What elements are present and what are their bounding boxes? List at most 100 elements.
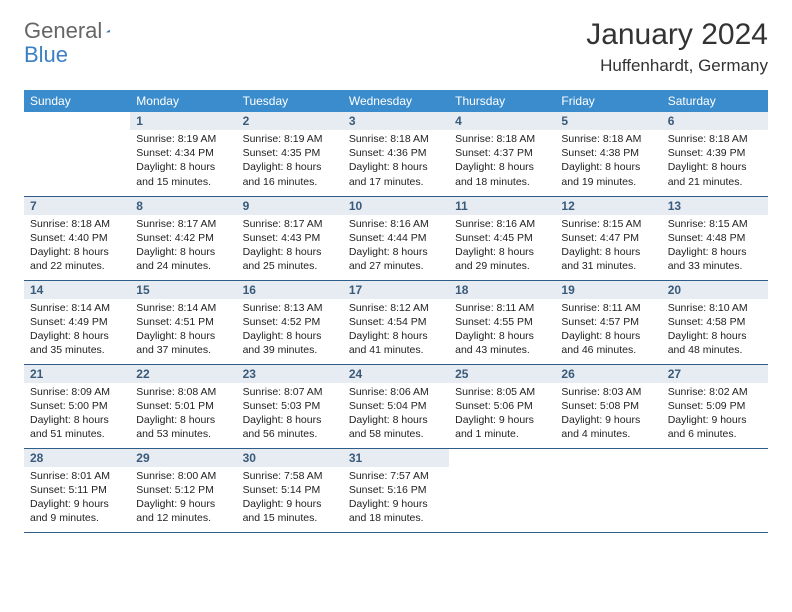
day-cell: 15Sunrise: 8:14 AMSunset: 4:51 PMDayligh… xyxy=(130,280,236,364)
day-number: 16 xyxy=(237,281,343,299)
daylight-line1: Daylight: 9 hours xyxy=(668,413,762,427)
day-number: 11 xyxy=(449,197,555,215)
sunset: Sunset: 5:00 PM xyxy=(30,399,124,413)
daylight-line2: and 6 minutes. xyxy=(668,427,762,441)
daylight-line1: Daylight: 9 hours xyxy=(349,497,443,511)
day-number: 4 xyxy=(449,112,555,130)
day-cell: 5Sunrise: 8:18 AMSunset: 4:38 PMDaylight… xyxy=(555,112,661,196)
day-cell: 4Sunrise: 8:18 AMSunset: 4:37 PMDaylight… xyxy=(449,112,555,196)
daylight-line2: and 37 minutes. xyxy=(136,343,230,357)
col-sun: Sunday xyxy=(24,90,130,112)
sunset: Sunset: 5:04 PM xyxy=(349,399,443,413)
title-block: January 2024 Huffenhardt, Germany xyxy=(586,18,768,76)
sunrise: Sunrise: 8:13 AM xyxy=(243,301,337,315)
week-row: 28Sunrise: 8:01 AMSunset: 5:11 PMDayligh… xyxy=(24,448,768,532)
daylight-line1: Daylight: 8 hours xyxy=(30,413,124,427)
sunrise: Sunrise: 8:16 AM xyxy=(349,217,443,231)
day-data: Sunrise: 8:11 AMSunset: 4:57 PMDaylight:… xyxy=(555,299,661,362)
daylight-line2: and 24 minutes. xyxy=(136,259,230,273)
calendar-body: 1Sunrise: 8:19 AMSunset: 4:34 PMDaylight… xyxy=(24,112,768,532)
sunrise: Sunrise: 8:15 AM xyxy=(561,217,655,231)
day-data: Sunrise: 8:03 AMSunset: 5:08 PMDaylight:… xyxy=(555,383,661,446)
sunrise: Sunrise: 8:17 AM xyxy=(136,217,230,231)
daylight-line2: and 33 minutes. xyxy=(668,259,762,273)
header: General January 2024 Huffenhardt, German… xyxy=(24,18,768,76)
day-data: Sunrise: 8:14 AMSunset: 4:51 PMDaylight:… xyxy=(130,299,236,362)
day-number: 27 xyxy=(662,365,768,383)
sunset: Sunset: 4:35 PM xyxy=(243,146,337,160)
daylight-line2: and 48 minutes. xyxy=(668,343,762,357)
day-number: 7 xyxy=(24,197,130,215)
col-thu: Thursday xyxy=(449,90,555,112)
sunrise: Sunrise: 8:19 AM xyxy=(243,132,337,146)
daylight-line2: and 9 minutes. xyxy=(30,511,124,525)
daylight-line1: Daylight: 8 hours xyxy=(561,160,655,174)
daylight-line2: and 39 minutes. xyxy=(243,343,337,357)
daylight-line2: and 1 minute. xyxy=(455,427,549,441)
day-number: 2 xyxy=(237,112,343,130)
daylight-line2: and 27 minutes. xyxy=(349,259,443,273)
week-row: 14Sunrise: 8:14 AMSunset: 4:49 PMDayligh… xyxy=(24,280,768,364)
day-number: 10 xyxy=(343,197,449,215)
day-data: Sunrise: 8:09 AMSunset: 5:00 PMDaylight:… xyxy=(24,383,130,446)
sunset: Sunset: 5:14 PM xyxy=(243,483,337,497)
daylight-line2: and 29 minutes. xyxy=(455,259,549,273)
day-data: Sunrise: 8:08 AMSunset: 5:01 PMDaylight:… xyxy=(130,383,236,446)
sunset: Sunset: 4:44 PM xyxy=(349,231,443,245)
day-data: Sunrise: 8:05 AMSunset: 5:06 PMDaylight:… xyxy=(449,383,555,446)
day-cell: 22Sunrise: 8:08 AMSunset: 5:01 PMDayligh… xyxy=(130,364,236,448)
daylight-line1: Daylight: 8 hours xyxy=(136,413,230,427)
daylight-line1: Daylight: 8 hours xyxy=(243,413,337,427)
logo-triangle-icon xyxy=(106,23,110,39)
day-cell: 30Sunrise: 7:58 AMSunset: 5:14 PMDayligh… xyxy=(237,448,343,532)
day-cell: 31Sunrise: 7:57 AMSunset: 5:16 PMDayligh… xyxy=(343,448,449,532)
daylight-line2: and 58 minutes. xyxy=(349,427,443,441)
daylight-line2: and 53 minutes. xyxy=(136,427,230,441)
day-number: 9 xyxy=(237,197,343,215)
day-data: Sunrise: 8:15 AMSunset: 4:47 PMDaylight:… xyxy=(555,215,661,278)
day-cell: 13Sunrise: 8:15 AMSunset: 4:48 PMDayligh… xyxy=(662,196,768,280)
day-data: Sunrise: 8:14 AMSunset: 4:49 PMDaylight:… xyxy=(24,299,130,362)
sunrise: Sunrise: 8:01 AM xyxy=(30,469,124,483)
day-cell: 6Sunrise: 8:18 AMSunset: 4:39 PMDaylight… xyxy=(662,112,768,196)
sunset: Sunset: 4:58 PM xyxy=(668,315,762,329)
daylight-line1: Daylight: 9 hours xyxy=(30,497,124,511)
day-data: Sunrise: 8:01 AMSunset: 5:11 PMDaylight:… xyxy=(24,467,130,530)
daylight-line2: and 15 minutes. xyxy=(243,511,337,525)
sunrise: Sunrise: 8:12 AM xyxy=(349,301,443,315)
sunset: Sunset: 4:49 PM xyxy=(30,315,124,329)
day-data: Sunrise: 8:02 AMSunset: 5:09 PMDaylight:… xyxy=(662,383,768,446)
day-cell: 18Sunrise: 8:11 AMSunset: 4:55 PMDayligh… xyxy=(449,280,555,364)
sunrise: Sunrise: 8:00 AM xyxy=(136,469,230,483)
sunrise: Sunrise: 8:19 AM xyxy=(136,132,230,146)
daylight-line1: Daylight: 8 hours xyxy=(136,245,230,259)
day-data: Sunrise: 8:19 AMSunset: 4:34 PMDaylight:… xyxy=(130,130,236,193)
daylight-line1: Daylight: 8 hours xyxy=(243,245,337,259)
daylight-line2: and 12 minutes. xyxy=(136,511,230,525)
sunset: Sunset: 4:48 PM xyxy=(668,231,762,245)
daylight-line1: Daylight: 8 hours xyxy=(349,413,443,427)
sunrise: Sunrise: 8:14 AM xyxy=(136,301,230,315)
day-cell xyxy=(555,448,661,532)
daylight-line1: Daylight: 8 hours xyxy=(30,329,124,343)
sunrise: Sunrise: 8:18 AM xyxy=(349,132,443,146)
sunrise: Sunrise: 8:02 AM xyxy=(668,385,762,399)
day-data: Sunrise: 8:17 AMSunset: 4:42 PMDaylight:… xyxy=(130,215,236,278)
daylight-line1: Daylight: 8 hours xyxy=(136,329,230,343)
sunset: Sunset: 5:11 PM xyxy=(30,483,124,497)
day-number: 15 xyxy=(130,281,236,299)
day-number: 18 xyxy=(449,281,555,299)
sunset: Sunset: 5:01 PM xyxy=(136,399,230,413)
daylight-line1: Daylight: 9 hours xyxy=(136,497,230,511)
week-row: 7Sunrise: 8:18 AMSunset: 4:40 PMDaylight… xyxy=(24,196,768,280)
daylight-line1: Daylight: 9 hours xyxy=(243,497,337,511)
sunrise: Sunrise: 7:58 AM xyxy=(243,469,337,483)
sunrise: Sunrise: 8:18 AM xyxy=(455,132,549,146)
day-data: Sunrise: 8:07 AMSunset: 5:03 PMDaylight:… xyxy=(237,383,343,446)
day-cell: 20Sunrise: 8:10 AMSunset: 4:58 PMDayligh… xyxy=(662,280,768,364)
day-cell: 29Sunrise: 8:00 AMSunset: 5:12 PMDayligh… xyxy=(130,448,236,532)
day-data: Sunrise: 8:12 AMSunset: 4:54 PMDaylight:… xyxy=(343,299,449,362)
daylight-line2: and 41 minutes. xyxy=(349,343,443,357)
sunrise: Sunrise: 8:03 AM xyxy=(561,385,655,399)
week-row: 21Sunrise: 8:09 AMSunset: 5:00 PMDayligh… xyxy=(24,364,768,448)
